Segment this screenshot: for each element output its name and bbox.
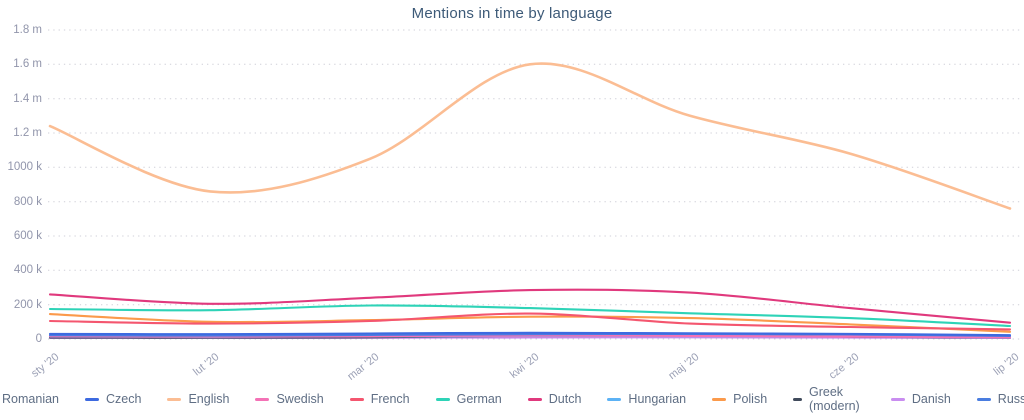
legend-item-danish[interactable]: Danish [890, 392, 951, 406]
y-axis-label: 1000 k [7, 161, 42, 174]
legend: Romanian Czech English Swedish French German D… [0, 385, 1024, 413]
legend-label: Czech [106, 392, 142, 406]
y-axis-label: 1.8 m [13, 24, 42, 36]
legend-swatch [255, 397, 270, 401]
legend-item-french[interactable]: French [349, 392, 410, 406]
legend-label: French [370, 392, 410, 406]
legend-label: Dutch [548, 392, 582, 406]
legend-item-polish[interactable]: Polish [712, 392, 767, 406]
legend-swatch [167, 397, 182, 401]
series-line-polish[interactable] [48, 313, 1012, 333]
series-line-german[interactable] [48, 304, 1012, 328]
legend-label: Greek (modern) [809, 385, 860, 413]
legend-swatch [976, 397, 991, 401]
legend-label: Hungarian [628, 392, 687, 406]
legend-swatch [435, 397, 450, 401]
y-axis-label: 200 k [13, 298, 42, 311]
legend-label: Russian [997, 392, 1024, 406]
legend-swatch [85, 397, 100, 401]
y-axis-label: 800 k [13, 195, 42, 208]
legend-item-german[interactable]: German [435, 392, 502, 406]
chart-title: Mentions in time by language [411, 5, 613, 22]
legend-swatch [607, 397, 622, 401]
legend-label: Romanian [2, 392, 60, 406]
y-axis-label: 400 k [13, 264, 42, 277]
legend-item-romanian[interactable]: Romanian [0, 392, 59, 406]
series-line-french[interactable] [48, 312, 1012, 331]
y-axis-label: 0 [35, 333, 42, 345]
legend-label: Polish [733, 392, 768, 406]
legend-item-swedish[interactable]: Swedish [255, 392, 324, 406]
legend-swatch [349, 397, 364, 401]
legend-swatch [793, 397, 803, 401]
legend-label: Swedish [276, 392, 324, 406]
legend-swatch [712, 397, 727, 401]
legend-item-czech[interactable]: Czech [85, 392, 141, 406]
plot-area [48, 29, 1022, 340]
legend-item-dutch[interactable]: Dutch [527, 392, 582, 406]
legend-label: Danish [911, 392, 951, 406]
legend-label: German [456, 392, 502, 406]
series-line-dutch[interactable] [48, 288, 1012, 324]
legend-item-hungarian[interactable]: Hungarian [607, 392, 686, 406]
series-line-english[interactable] [48, 62, 1012, 210]
y-axis-label: 1.6 m [13, 58, 42, 71]
legend-item-english[interactable]: English [167, 392, 229, 406]
y-axis-label: 1.4 m [13, 92, 42, 105]
series-line-czech[interactable] [48, 331, 1012, 337]
y-axis-label: 1.2 m [13, 127, 42, 139]
legend-swatch [890, 397, 905, 401]
legend-item-greek-modern[interactable]: Greek (modern) [793, 385, 865, 413]
legend-swatch [527, 397, 542, 401]
legend-label: English [188, 392, 230, 406]
legend-item-russian[interactable]: Russian [976, 392, 1024, 406]
y-axis-label: 600 k [13, 230, 42, 242]
